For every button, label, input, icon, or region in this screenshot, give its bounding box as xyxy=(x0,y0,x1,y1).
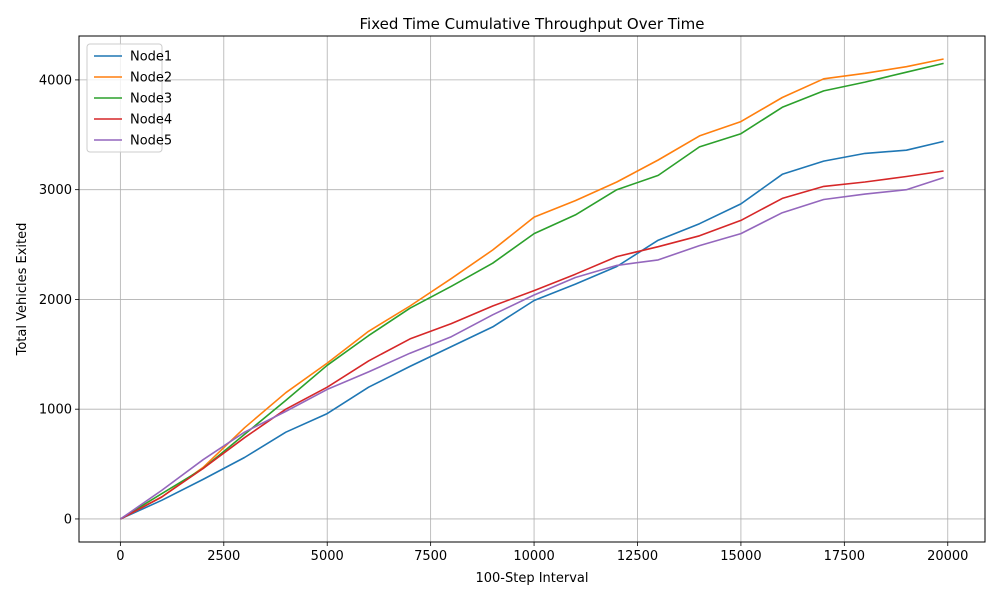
y-tick-label: 0 xyxy=(64,512,72,527)
series-line-node1 xyxy=(120,140,944,520)
x-tick-label: 7500 xyxy=(414,549,447,564)
series-line-node3 xyxy=(119,62,944,520)
x-axis-label: 100-Step Interval xyxy=(475,571,588,586)
x-axis-ticks: 0 2500 5000 7500 10000 12500 15000 17500 20000 xyxy=(116,542,968,564)
legend-label-node5: Node5 xyxy=(130,134,172,149)
legend-box xyxy=(86,43,163,153)
y-tick-label: 2000 xyxy=(39,293,72,308)
x-tick-label: 10000 xyxy=(513,549,554,564)
y-axis-ticks: 0 1000 2000 3000 4000 xyxy=(39,73,79,527)
x-tick-label: 20000 xyxy=(927,549,968,564)
y-tick-label: 4000 xyxy=(39,73,72,88)
legend-label-node1: Node1 xyxy=(130,50,172,65)
x-tick-label: 2500 xyxy=(207,549,240,564)
legend: Node1 Node2 Node3 Node4 Node5 xyxy=(86,43,172,153)
series-line-node2 xyxy=(120,58,944,520)
chart-title: Fixed Time Cumulative Throughput Over Ti… xyxy=(360,15,705,33)
x-tick-label: 15000 xyxy=(720,549,761,564)
plot-frame xyxy=(78,35,986,543)
x-tick-label: 17500 xyxy=(824,549,865,564)
series-line-node4 xyxy=(120,170,944,520)
legend-label-node3: Node3 xyxy=(130,92,172,107)
x-tick-label: 12500 xyxy=(617,549,658,564)
x-tick-label: 5000 xyxy=(311,549,344,564)
y-tick-label: 1000 xyxy=(39,403,72,418)
y-tick-label: 3000 xyxy=(39,183,72,198)
series-line-node5 xyxy=(119,176,944,520)
legend-label-node2: Node2 xyxy=(130,71,172,86)
grid-lines xyxy=(79,36,985,542)
y-axis-label: Total Vehicles Exited xyxy=(15,223,30,357)
x-tick-label: 0 xyxy=(116,549,124,564)
series-lines xyxy=(119,58,944,520)
legend-label-node4: Node4 xyxy=(130,113,172,128)
